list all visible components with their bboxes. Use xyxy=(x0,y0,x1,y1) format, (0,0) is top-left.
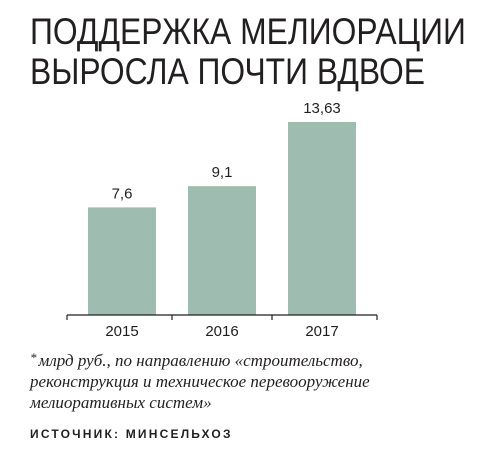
value-label-2015: 7,6 xyxy=(112,185,133,202)
source-note: ИСТОЧНИК: МИНСЕЛЬХОЗ xyxy=(30,427,233,441)
footnote: * млрд руб., по направлению «строительств… xyxy=(30,350,470,413)
x-tick-label-2015: 2015 xyxy=(105,323,138,340)
chart-title-line2: ВЫРОСЛА ПОЧТИ ВДВОЕ xyxy=(30,51,426,92)
value-label-2016: 9,1 xyxy=(212,164,233,181)
footnote-marker: * xyxy=(30,350,37,365)
x-tick-label-2017: 2017 xyxy=(305,323,338,340)
footnote-text: млрд руб., по направлению «строительство… xyxy=(30,351,370,412)
chart-title: ПОДДЕРЖКА МЕЛИОРАЦИИ ВЫРОСЛА ПОЧТИ ВДВОЕ xyxy=(30,11,466,92)
bar-2015 xyxy=(88,207,156,315)
x-tick-label-2016: 2016 xyxy=(205,323,238,340)
bar-chart: 7,6 2015 9,1 2016 13,63 2017 xyxy=(66,100,378,340)
value-label-2017: 13,63 xyxy=(303,100,341,117)
chart-title-line1: ПОДДЕРЖКА МЕЛИОРАЦИИ xyxy=(30,11,466,52)
bar-2017 xyxy=(288,122,356,315)
bar-2016 xyxy=(188,186,256,315)
